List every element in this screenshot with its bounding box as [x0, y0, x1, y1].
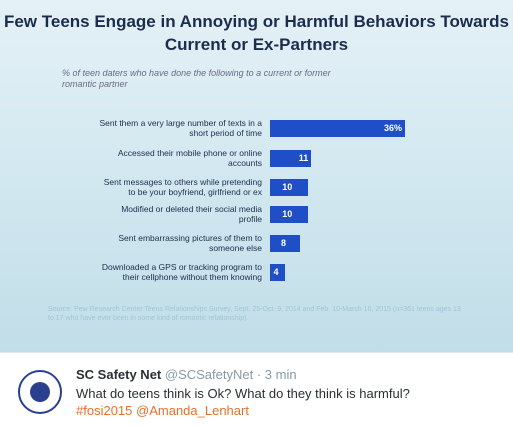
- chart-subtitle: % of teen daters who have done the follo…: [62, 68, 331, 89]
- value-label: 8: [280, 237, 286, 248]
- chart-title: Few Teens Engage in Annoying or Harmful …: [3, 12, 510, 54]
- bar: [270, 263, 285, 281]
- tweet: SC Safety Net @SCSafetyNet · 3 min What …: [0, 352, 513, 427]
- chart-photo: Few Teens Engage in Annoying or Harmful …: [0, 0, 513, 352]
- tweet-body: What do teens think is Ok? What do they …: [76, 386, 410, 401]
- user-name[interactable]: SC Safety Net: [76, 367, 162, 382]
- avatar[interactable]: [18, 370, 62, 414]
- timestamp[interactable]: · 3 min: [256, 367, 297, 382]
- bar: [270, 234, 300, 252]
- category-label: Sent messages to others while pretending…: [103, 177, 262, 197]
- value-label: 36%: [383, 122, 402, 133]
- hashtag[interactable]: #fosi2015: [76, 403, 133, 418]
- tweet-text: What do teens think is Ok? What do they …: [76, 385, 496, 419]
- tweet-header: SC Safety Net @SCSafetyNet · 3 min: [76, 367, 297, 382]
- category-label: Sent embarrassing pictures of them to so…: [118, 233, 262, 253]
- mention[interactable]: @Amanda_Lenhart: [136, 403, 249, 418]
- value-label: 10: [282, 181, 293, 192]
- category-label: Downloaded a GPS or tracking program to …: [101, 262, 262, 282]
- bar: [270, 178, 308, 196]
- category-label: Sent them a very large number of texts i…: [99, 118, 262, 138]
- category-label: Accessed their mobile phone or online ac…: [117, 148, 262, 168]
- value-label: 10: [282, 208, 293, 219]
- category-label: Modified or deleted their social media p…: [121, 204, 262, 224]
- bar: [270, 119, 405, 137]
- user-handle[interactable]: @SCSafetyNet: [164, 367, 254, 382]
- value-label: 11: [298, 152, 309, 163]
- bar: [270, 149, 312, 167]
- value-label: 4: [273, 266, 279, 277]
- chart-source: Source: Pew Research Center Teens Relati…: [48, 306, 461, 322]
- bar: [270, 205, 308, 223]
